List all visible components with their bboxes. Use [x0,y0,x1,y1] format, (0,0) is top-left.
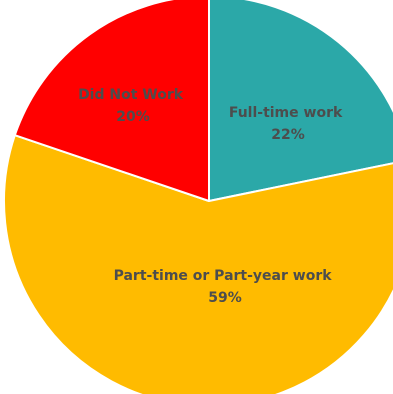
slice-label-part-time: Part-time or Part-year work 59% [114,268,337,306]
pie-slices [3,0,393,394]
slice-did-not-work [13,0,210,202]
slice-full-time [208,0,393,202]
slice-part-time [3,134,393,394]
slice-label-did-not-work: Did Not Work 20% [78,87,188,125]
slice-label-full-time: Full-time work 22% [229,105,347,143]
pie-labels: Full-time work 22% Part-time or Part-yea… [78,87,347,306]
